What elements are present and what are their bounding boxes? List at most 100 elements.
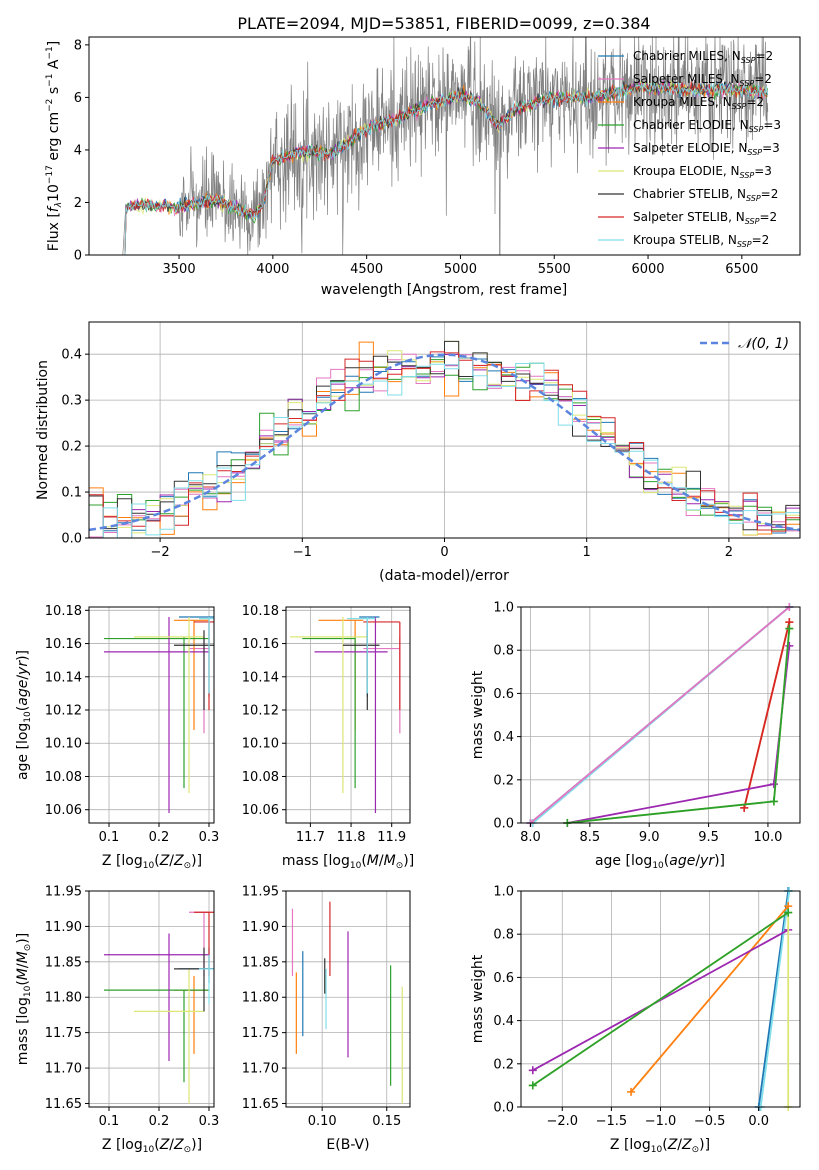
y-tick-label: 8 bbox=[74, 38, 82, 53]
y-tick-label: 4 bbox=[74, 143, 82, 158]
y-tick-label: 10.14 bbox=[242, 670, 279, 685]
legend-subscript: SSP bbox=[745, 217, 760, 226]
histogram-series-8 bbox=[89, 357, 800, 539]
y-tick-label: 11.75 bbox=[45, 1026, 82, 1041]
legend-subscript: SSP bbox=[747, 148, 762, 157]
legend-subscript: SSP bbox=[737, 240, 752, 249]
x-tick-label: 2 bbox=[725, 545, 733, 560]
y-tick-label: 0.4 bbox=[493, 730, 514, 745]
x-tick-label: −1.0 bbox=[645, 1114, 677, 1129]
y-tick-label: 11.75 bbox=[242, 1026, 279, 1041]
y-tick-label: 0.8 bbox=[493, 644, 514, 659]
x-tick-label: 11.8 bbox=[337, 830, 366, 845]
x-tick-label: 4500 bbox=[350, 262, 383, 277]
age-vs-Z-ylabel: age [log10(age/yr)] bbox=[15, 650, 33, 780]
x-tick-label: 0.10 bbox=[308, 1114, 337, 1129]
weight-line-6 bbox=[567, 628, 791, 824]
legend-subscript: SSP bbox=[741, 56, 756, 65]
y-tick-label: 2 bbox=[74, 196, 82, 211]
y-tick-label: 11.65 bbox=[242, 1097, 279, 1112]
y-tick-label: 10.08 bbox=[242, 770, 279, 785]
legend-label-2: Kroupa MILES, NSSP=2 bbox=[633, 95, 764, 111]
weight-line-5 bbox=[532, 911, 789, 1087]
y-tick-label: 11.85 bbox=[45, 955, 82, 970]
figure-title: PLATE=2094, MJD=53851, FIBERID=0099, z=0… bbox=[237, 14, 650, 33]
y-tick-label: 10.18 bbox=[45, 604, 82, 619]
y-tick-label: 11.70 bbox=[242, 1062, 279, 1077]
y-tick-label: 11.65 bbox=[45, 1097, 82, 1112]
legend-subscript: SSP bbox=[732, 102, 747, 111]
histogram-xlabel: (data-model)/error bbox=[379, 568, 509, 584]
x-tick-label: 11.9 bbox=[377, 830, 406, 845]
x-tick-label: 0.2 bbox=[149, 830, 170, 845]
legend-suffix: =2 bbox=[759, 210, 777, 224]
y-tick-label: 0.0 bbox=[493, 1101, 514, 1116]
mass-vs-ebv-axes-frame bbox=[285, 890, 411, 1108]
x-tick-label: 0 bbox=[440, 545, 448, 560]
legend-label-7: Salpeter STELIB, NSSP=2 bbox=[633, 210, 777, 226]
y-tick-label: 10.08 bbox=[45, 770, 82, 785]
y-tick-label: 11.85 bbox=[242, 955, 279, 970]
y-tick-label: 11.80 bbox=[45, 991, 82, 1006]
x-tick-label: 11.7 bbox=[296, 830, 325, 845]
y-tick-label: 0.2 bbox=[493, 773, 514, 788]
x-tick-label: 4000 bbox=[256, 262, 289, 277]
legend-label-5: Kroupa ELODIE, NSSP=3 bbox=[633, 164, 772, 180]
legend-label-6: Chabrier STELIB, NSSP=2 bbox=[633, 187, 778, 203]
y-tick-label: 10.18 bbox=[242, 604, 279, 619]
weight-line-1 bbox=[759, 890, 791, 1108]
histogram-series-6 bbox=[89, 340, 800, 531]
x-tick-label: −1 bbox=[293, 545, 312, 560]
y-tick-label: 0.3 bbox=[61, 394, 82, 409]
y-tick-label: 0.0 bbox=[61, 532, 82, 547]
weight-line-0 bbox=[757, 890, 790, 1108]
spectrum-ylabel: Flux [fλ10−17 erg cm−2 s−1 A−1] bbox=[45, 41, 64, 251]
y-tick-label: 0.4 bbox=[493, 1014, 514, 1029]
mass-vs-ebv-xlabel: E(B-V) bbox=[326, 1137, 369, 1153]
y-tick-label: 10.06 bbox=[45, 803, 82, 818]
y-tick-label: 10.10 bbox=[45, 737, 82, 752]
y-tick-label: 6 bbox=[74, 91, 82, 106]
legend-subscript: SSP bbox=[740, 79, 755, 88]
x-tick-label: 3500 bbox=[163, 262, 196, 277]
mass-vs-Z-axes-frame bbox=[88, 890, 215, 1108]
y-tick-label: 11.90 bbox=[45, 920, 82, 935]
normal-legend-label: 𝒩(0, 1) bbox=[738, 336, 789, 352]
legend-label-8: Kroupa STELIB, NSSP=2 bbox=[633, 233, 769, 249]
weight-line-7 bbox=[567, 628, 791, 824]
weight-marker-3-0 bbox=[528, 1066, 537, 1075]
weight-vs-age-xlabel: age [log10(age/yr)] bbox=[595, 853, 725, 871]
y-tick-label: 0.6 bbox=[493, 971, 514, 986]
spectrum-axes-frame bbox=[88, 36, 801, 256]
legend-suffix: =2 bbox=[755, 49, 773, 63]
y-tick-label: 10.06 bbox=[242, 803, 279, 818]
legend-suffix: =2 bbox=[752, 233, 770, 247]
legend-suffix: =2 bbox=[746, 95, 764, 109]
weight-marker-5-2 bbox=[785, 641, 794, 650]
legend-subscript: SSP bbox=[740, 171, 755, 180]
x-tick-label: 0.3 bbox=[199, 1114, 220, 1129]
x-tick-label: 0.0 bbox=[748, 1114, 769, 1129]
weight-vs-age-panel: 8.0 8.5 9.0 9.5 10.0 0.0 0.2 0.4 0.6 0.8 1.0 age [… bbox=[470, 601, 801, 871]
weight-line-5 bbox=[567, 645, 791, 824]
y-tick-label: 0.6 bbox=[493, 687, 514, 702]
model-line-8 bbox=[122, 80, 769, 256]
x-tick-label: 6500 bbox=[725, 262, 758, 277]
histogram-panel: −2 −1 0 1 2 0.0 0.1 0.2 0.3 0.4 𝒩(0, 1) (data-mod… bbox=[35, 321, 801, 584]
y-tick-label: 10.16 bbox=[242, 637, 279, 652]
histogram-ylabel: Normed distribution bbox=[35, 360, 51, 500]
weight-marker-7-2 bbox=[785, 624, 794, 633]
y-tick-label: 10.14 bbox=[45, 670, 82, 685]
y-tick-label: 0.0 bbox=[493, 817, 514, 832]
age-vs-Z-xlabel: Z [log10(Z/Z⊙)] bbox=[102, 853, 202, 871]
x-tick-label: 0.1 bbox=[99, 1114, 120, 1129]
x-tick-label: 8.0 bbox=[520, 830, 541, 845]
weight-marker-2-0 bbox=[627, 1087, 636, 1096]
histogram-series-2 bbox=[89, 341, 800, 536]
y-tick-label: 11.70 bbox=[45, 1062, 82, 1077]
mass-vs-Z-ylabel: mass [log10(M/M⊙)] bbox=[15, 933, 33, 1065]
legend-label-3: Chabrier ELODIE, NSSP=3 bbox=[633, 118, 781, 134]
legend-subscript: SSP bbox=[749, 125, 764, 134]
age-vs-mass-panel: 11.7 11.8 11.9 10.06 10.08 10.10 10.12 10.14 10.… bbox=[242, 604, 414, 871]
